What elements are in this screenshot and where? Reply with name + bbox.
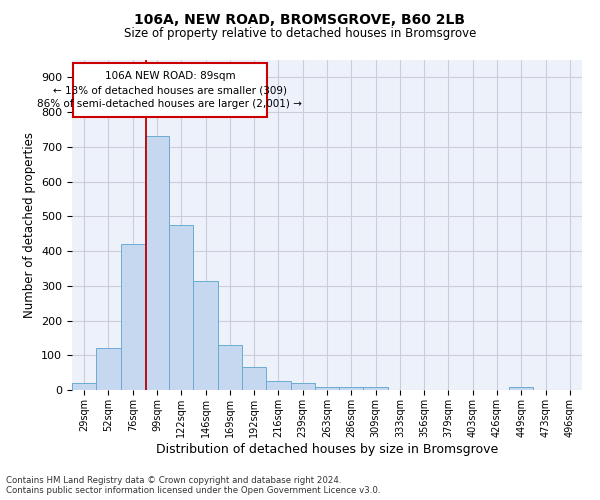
- Bar: [290, 383, 315, 390]
- Text: 106A NEW ROAD: 89sqm
← 13% of detached houses are smaller (309)
86% of semi-deta: 106A NEW ROAD: 89sqm ← 13% of detached h…: [37, 72, 302, 110]
- Bar: [315, 386, 339, 390]
- Bar: [121, 244, 145, 390]
- Text: Size of property relative to detached houses in Bromsgrove: Size of property relative to detached ho…: [124, 28, 476, 40]
- Text: 106A, NEW ROAD, BROMSGROVE, B60 2LB: 106A, NEW ROAD, BROMSGROVE, B60 2LB: [134, 12, 466, 26]
- Y-axis label: Number of detached properties: Number of detached properties: [23, 132, 35, 318]
- Bar: [169, 225, 193, 390]
- Bar: [364, 387, 388, 390]
- Bar: [509, 386, 533, 390]
- Bar: [339, 386, 364, 390]
- Bar: [266, 382, 290, 390]
- Bar: [242, 368, 266, 390]
- FancyBboxPatch shape: [73, 64, 267, 118]
- Bar: [72, 383, 96, 390]
- Bar: [218, 345, 242, 390]
- Text: Contains HM Land Registry data © Crown copyright and database right 2024.
Contai: Contains HM Land Registry data © Crown c…: [6, 476, 380, 495]
- Bar: [193, 280, 218, 390]
- X-axis label: Distribution of detached houses by size in Bromsgrove: Distribution of detached houses by size …: [156, 442, 498, 456]
- Bar: [96, 348, 121, 390]
- Bar: [145, 136, 169, 390]
